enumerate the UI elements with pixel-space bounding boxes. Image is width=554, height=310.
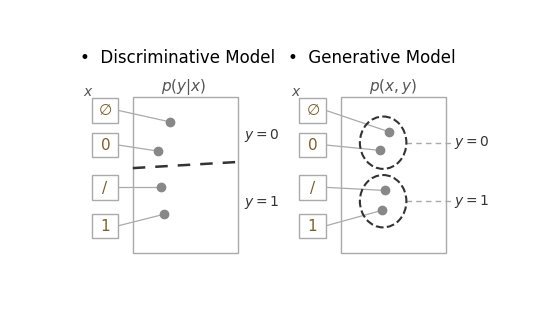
Text: $0$: $0$: [307, 137, 318, 153]
Bar: [299, 175, 326, 200]
Text: $p(x, y)$: $p(x, y)$: [369, 77, 417, 96]
Text: $1$: $1$: [307, 218, 318, 234]
Text: $\emptyset$: $\emptyset$: [98, 103, 112, 118]
Bar: [92, 133, 118, 157]
Text: $y = 0$: $y = 0$: [454, 134, 489, 151]
Bar: [92, 175, 118, 200]
Text: $x$: $x$: [83, 85, 94, 99]
Text: $y = 1$: $y = 1$: [454, 193, 489, 210]
Bar: [299, 98, 326, 123]
Bar: [299, 133, 326, 157]
Text: •  Discriminative Model: • Discriminative Model: [80, 49, 275, 67]
Text: $0$: $0$: [100, 137, 110, 153]
Text: $y = 0$: $y = 0$: [244, 127, 280, 144]
Text: $\emptyset$: $\emptyset$: [306, 103, 320, 118]
Text: $y = 1$: $y = 1$: [244, 194, 280, 211]
Text: $x$: $x$: [291, 85, 301, 99]
Text: $1$: $1$: [100, 218, 110, 234]
Text: $/$: $/$: [101, 179, 109, 196]
Bar: [341, 97, 446, 253]
Text: $p(y|x)$: $p(y|x)$: [161, 77, 207, 97]
Bar: [133, 97, 238, 253]
Text: $/$: $/$: [309, 179, 316, 196]
Bar: [92, 98, 118, 123]
Text: •  Generative Model: • Generative Model: [288, 49, 455, 67]
Bar: [299, 214, 326, 238]
Bar: [92, 214, 118, 238]
